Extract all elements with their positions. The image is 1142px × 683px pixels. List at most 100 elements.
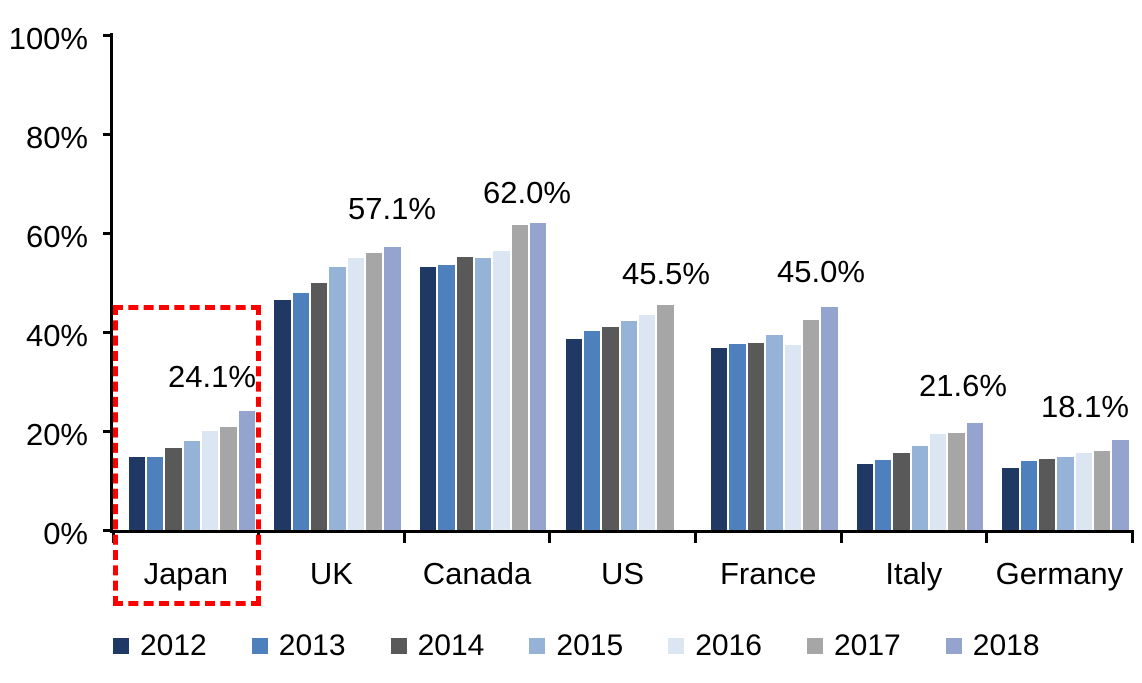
bar-italy-2017	[948, 433, 965, 530]
bar-germany-2017	[1094, 450, 1111, 530]
value-label-italy: 21.6%	[919, 368, 1007, 403]
legend-swatch-2013	[251, 638, 268, 654]
value-label-us: 45.5%	[622, 256, 710, 291]
value-label-uk: 57.1%	[348, 191, 436, 226]
legend-label-2015: 2015	[556, 629, 624, 662]
legend-label-2013: 2013	[278, 629, 346, 662]
x-tick-mark-2	[402, 530, 406, 543]
bar-canada-2017	[511, 225, 529, 530]
bar-canada-2014	[456, 257, 473, 530]
bar-uk-2015	[329, 266, 346, 530]
bar-japan-2017	[220, 426, 237, 530]
bar-uk-2018	[384, 247, 401, 530]
bar-uk-2012	[274, 299, 291, 530]
value-label-france: 45.0%	[777, 254, 865, 289]
legend-swatch-2018	[945, 638, 962, 654]
x-axis-label-italy: Italy	[885, 556, 943, 591]
bar-canada-2018	[530, 223, 547, 530]
legend-item-2016: 2016	[668, 631, 807, 661]
legend-item-2012: 2012	[113, 631, 252, 661]
bar-uk-2014	[311, 282, 328, 530]
value-label-canada: 62.0%	[483, 175, 571, 210]
bar-us-2015	[620, 320, 637, 530]
legend-label-2018: 2018	[972, 629, 1040, 662]
bar-germany-2018	[1112, 440, 1129, 530]
x-axis-line	[110, 530, 1134, 533]
japan-highlight-rectangle	[113, 305, 261, 606]
y-tick-label-0: 0%	[43, 516, 88, 551]
bar-france-2012	[711, 348, 728, 530]
y-tick-label-20: 20%	[25, 417, 88, 452]
bar-france-2013	[729, 343, 746, 530]
bar-italy-2018	[966, 423, 984, 530]
y-axis-line	[110, 33, 113, 533]
y-tick-mark-40	[103, 330, 113, 334]
x-axis-label-us: US	[601, 556, 645, 591]
bar-japan-2016	[202, 431, 219, 530]
bar-uk-2013	[292, 292, 310, 530]
bar-uk-2017	[366, 252, 383, 530]
bar-germany-2012	[1002, 467, 1019, 530]
y-tick-label-40: 40%	[25, 318, 88, 353]
x-axis-label-japan: Japan	[143, 556, 229, 591]
bar-france-2015	[766, 335, 783, 530]
x-axis-label-uk: UK	[309, 556, 353, 591]
bar-france-2016	[784, 345, 801, 530]
legend-swatch-2015	[529, 638, 546, 654]
bar-italy-2016	[930, 434, 947, 530]
legend-item-2018: 2018	[945, 629, 1085, 662]
y-tick-mark-20	[103, 429, 113, 433]
bar-canada-2013	[438, 265, 455, 530]
legend-swatch-2016	[668, 638, 685, 654]
bar-us-2016	[638, 314, 656, 530]
bar-japan-2013	[147, 456, 164, 530]
bar-canada-2015	[474, 258, 492, 530]
bar-us-2017	[657, 304, 674, 530]
x-axis-label-canada: Canada	[422, 556, 532, 591]
legend-label-2017: 2017	[833, 629, 901, 662]
bar-germany-2013	[1020, 461, 1038, 530]
bar-germany-2014	[1039, 459, 1056, 530]
legend-label-2012: 2012	[140, 629, 207, 662]
legend-item-2014: 2014	[390, 629, 530, 662]
legend-label-2014: 2014	[417, 629, 485, 662]
bar-japan-2018	[238, 410, 256, 530]
x-axis-label-france: France	[719, 556, 817, 591]
x-tick-mark-5	[839, 530, 843, 543]
y-tick-mark-80	[103, 132, 113, 136]
y-tick-label-60: 60%	[25, 219, 88, 254]
bar-canada-2012	[419, 267, 437, 530]
bar-japan-2012	[128, 457, 146, 530]
y-tick-mark-100	[103, 33, 113, 37]
legend-swatch-2012	[113, 638, 129, 654]
y-tick-mark-0	[103, 528, 113, 532]
legend-label-2016: 2016	[695, 629, 762, 662]
bar-italy-2014	[893, 452, 910, 530]
bar-italy-2013	[875, 459, 892, 530]
bar-italy-2012	[856, 464, 874, 530]
y-tick-mark-60	[103, 231, 113, 235]
y-tick-label-100: 100%	[8, 21, 88, 56]
legend-item-2017: 2017	[806, 629, 946, 662]
bar-italy-2015	[911, 445, 929, 530]
bar-us-2012	[565, 339, 582, 530]
bar-germany-2015	[1057, 457, 1074, 530]
bar-canada-2016	[493, 251, 510, 530]
bar-uk-2016	[347, 258, 365, 530]
value-label-germany: 18.1%	[1041, 389, 1129, 424]
x-tick-mark-7	[1130, 530, 1134, 543]
legend-item-2013: 2013	[251, 629, 391, 662]
bar-france-2017	[802, 320, 820, 530]
x-tick-mark-6	[985, 530, 989, 543]
legend-swatch-2014	[390, 638, 407, 654]
bar-france-2014	[747, 343, 765, 530]
x-tick-mark-3	[548, 530, 552, 543]
x-tick-mark-4	[693, 530, 697, 543]
value-label-japan: 24.1%	[168, 359, 256, 394]
bar-germany-2016	[1075, 453, 1093, 530]
y-tick-label-80: 80%	[25, 120, 88, 155]
bar-japan-2015	[183, 440, 201, 530]
x-axis-label-germany: Germany	[995, 556, 1124, 591]
legend-swatch-2017	[806, 638, 823, 654]
